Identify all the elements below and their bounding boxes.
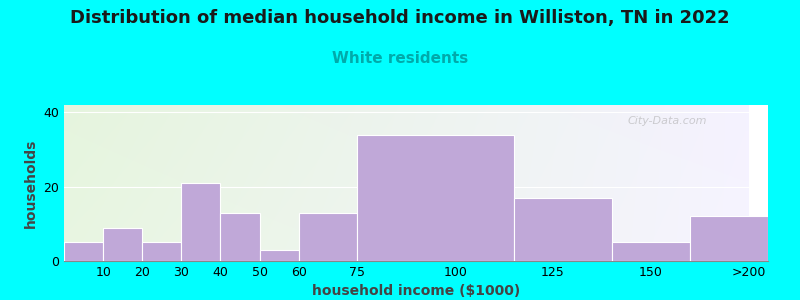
Bar bbox=[103, 228, 142, 261]
Bar bbox=[611, 242, 690, 261]
X-axis label: household income ($1000): household income ($1000) bbox=[312, 284, 520, 298]
Bar bbox=[259, 250, 298, 261]
Bar bbox=[182, 183, 221, 261]
Bar bbox=[221, 213, 259, 261]
Bar bbox=[690, 216, 768, 261]
Bar bbox=[298, 213, 358, 261]
Y-axis label: households: households bbox=[24, 138, 38, 228]
Bar bbox=[358, 135, 514, 261]
Text: Distribution of median household income in Williston, TN in 2022: Distribution of median household income … bbox=[70, 9, 730, 27]
Bar bbox=[514, 198, 611, 261]
Text: City-Data.com: City-Data.com bbox=[627, 116, 706, 126]
Bar bbox=[142, 242, 182, 261]
Bar bbox=[64, 242, 103, 261]
Text: White residents: White residents bbox=[332, 51, 468, 66]
